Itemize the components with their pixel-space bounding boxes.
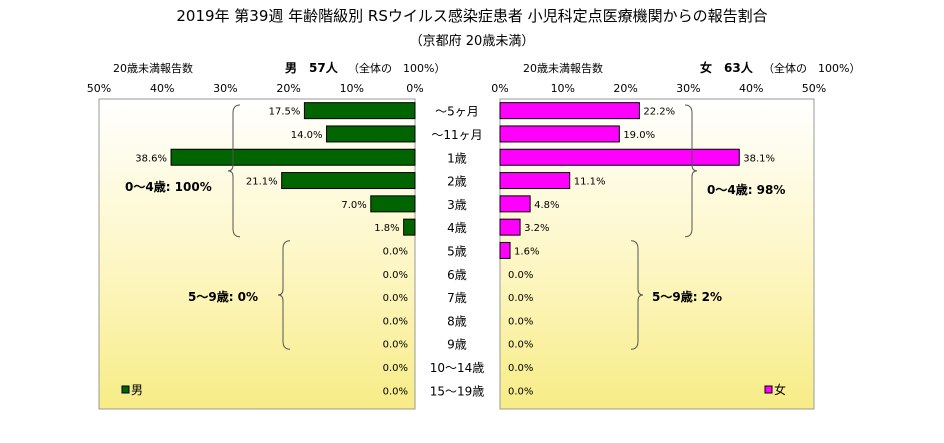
legend-swatch-female: [764, 385, 773, 394]
category-label: ～5ヶ月: [435, 105, 479, 119]
category-label: 1歳: [447, 151, 467, 165]
female-bar: [499, 148, 740, 166]
male-bar: [303, 102, 416, 120]
male-data-label: 0.0%: [383, 340, 408, 351]
x-tick-label-female: 0%: [491, 82, 508, 95]
male-data-label: 0.0%: [383, 363, 408, 374]
female-bar: [499, 125, 620, 143]
x-tick-label-female: 20%: [613, 82, 637, 95]
male-reports-label: 20歳未満報告数: [113, 62, 193, 75]
female-reports-label: 20歳未満報告数: [523, 62, 603, 75]
legend-label-male: 男: [131, 383, 143, 397]
male-bar: [403, 218, 416, 236]
female-data-label: 0.0%: [508, 316, 533, 327]
male-data-label: 0.0%: [383, 316, 408, 327]
male-data-label: 0.0%: [383, 246, 408, 257]
x-tick-label-male: 10%: [340, 82, 364, 95]
x-tick-label-female: 10%: [551, 82, 575, 95]
female-annotation-0-4: 0～4歳: 98%: [707, 182, 785, 197]
category-label: 3歳: [447, 198, 467, 212]
male-annotation-0-4: 0～4歳: 100%: [125, 179, 212, 194]
female-bar: [499, 102, 640, 120]
category-label: 15～19歳: [430, 384, 485, 398]
female-data-label: 0.0%: [508, 340, 533, 351]
female-data-label: 0.0%: [508, 386, 533, 397]
male-data-label: 38.6%: [135, 153, 167, 164]
x-tick-label-female: 50%: [802, 82, 826, 95]
male-annotation-5-9: 5～9歳: 0%: [188, 289, 258, 304]
category-label: 9歳: [447, 338, 467, 352]
category-label: ～11ヶ月: [431, 128, 482, 142]
male-data-label: 7.0%: [341, 200, 366, 211]
female-data-label: 0.0%: [508, 363, 533, 374]
male-data-label: 0.0%: [383, 293, 408, 304]
female-data-label: 19.0%: [623, 130, 655, 141]
male-bar: [326, 125, 416, 143]
female-bar: [499, 218, 521, 236]
male-data-label: 17.5%: [269, 107, 301, 118]
x-tick-label-male: 0%: [406, 82, 423, 95]
female-share: （全体の 100%）: [763, 62, 861, 75]
female-bar: [499, 241, 511, 259]
male-data-label: 0.0%: [383, 386, 408, 397]
x-tick-label-male: 30%: [213, 82, 237, 95]
male-count: 男 57人: [285, 61, 338, 75]
legend-label-female: 女: [774, 382, 786, 397]
male-bar: [170, 148, 416, 166]
male-data-label: 14.0%: [291, 130, 323, 141]
x-tick-label-male: 50%: [87, 82, 111, 95]
male-brace-0-4: [227, 104, 241, 238]
legend-swatch-male: [121, 385, 130, 394]
female-brace-0-4: [684, 104, 698, 238]
category-label: 10～14歳: [430, 361, 485, 375]
category-label: 4歳: [447, 221, 467, 235]
male-data-label: 21.1%: [246, 177, 278, 188]
female-data-label: 11.1%: [574, 177, 606, 188]
x-tick-label-male: 20%: [276, 82, 300, 95]
chart-title: 2019年 第39週 年齢階級別 RSウイルス感染症患者 小児科定点医療機関から…: [176, 7, 768, 25]
female-data-label: 0.0%: [508, 270, 533, 281]
category-label: 2歳: [447, 175, 467, 189]
female-data-label: 38.1%: [743, 153, 775, 164]
female-count: 女 63人: [700, 61, 753, 75]
female-data-label: 1.6%: [514, 246, 539, 257]
female-data-label: 3.2%: [524, 223, 549, 234]
x-tick-label-male: 40%: [150, 82, 174, 95]
x-tick-label-female: 40%: [739, 82, 763, 95]
female-brace-5-9: [630, 240, 644, 350]
male-bar: [281, 172, 416, 190]
female-plot-area: [499, 98, 815, 410]
chart-subtitle: （京都府 20歳未満）: [409, 34, 535, 49]
male-bar: [370, 195, 416, 213]
female-data-label: 0.0%: [508, 293, 533, 304]
male-data-label: 1.8%: [374, 223, 399, 234]
male-plot-area: [98, 98, 416, 410]
female-annotation-5-9: 5～9歳: 2%: [652, 289, 722, 304]
male-share: （全体の 100%）: [348, 62, 446, 75]
category-label: 7歳: [447, 291, 467, 305]
category-label: 8歳: [447, 314, 467, 328]
female-bar: [499, 172, 571, 190]
female-data-label: 4.8%: [534, 200, 559, 211]
male-data-label: 0.0%: [383, 270, 408, 281]
female-bar: [499, 195, 531, 213]
female-data-label: 22.2%: [643, 107, 675, 118]
category-label: 5歳: [447, 244, 467, 258]
x-tick-label-female: 30%: [676, 82, 700, 95]
category-label: 6歳: [447, 268, 467, 282]
male-brace-5-9: [277, 240, 291, 350]
